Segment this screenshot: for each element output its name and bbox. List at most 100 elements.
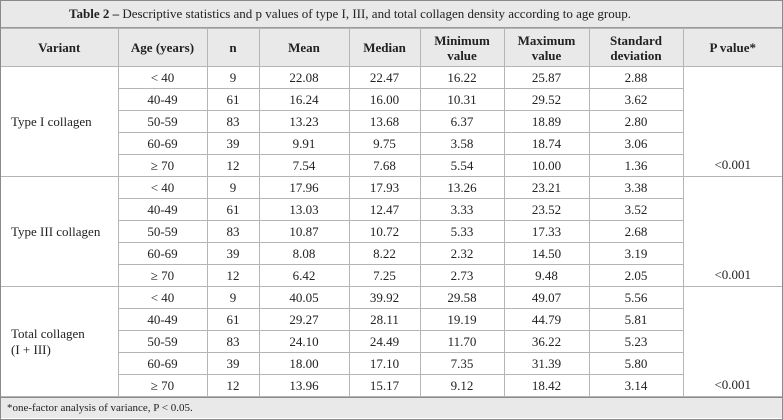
cell-mean: 10.87: [258, 220, 350, 243]
cell-sd: 5.56: [588, 286, 684, 309]
cell-age: 40-49: [118, 308, 208, 331]
cell-age: < 40: [117, 286, 208, 309]
table-footnote: *one-factor analysis of variance, P < 0.…: [1, 397, 782, 418]
header-age: Age (years): [117, 28, 208, 67]
caption-text: Descriptive statistics and p values of t…: [119, 6, 631, 21]
cell-age: 50-59: [118, 220, 208, 243]
table-row: ≥ 70 12 6.42 7.25 2.73 9.48 2.05: [1, 264, 782, 287]
cell-age: 60-69: [118, 132, 208, 155]
cell-max: 10.00: [503, 154, 590, 177]
table-body: Type I collagen < 40 9 22.08 22.47 16.22 25.87…: [1, 66, 782, 397]
cell-min: 6.37: [419, 110, 505, 133]
cell-sd: 3.38: [588, 176, 684, 199]
cell-median: 17.93: [348, 176, 421, 199]
cell-mean: 13.96: [258, 374, 350, 397]
cell-sd: 2.80: [588, 110, 683, 133]
cell-mean: 13.23: [258, 110, 350, 133]
cell-sd: 3.19: [588, 242, 683, 265]
cell-n: 83: [206, 220, 260, 243]
table-row: 50-59 83 13.23 13.68 6.37 18.89 2.80: [1, 110, 782, 133]
variant-cell: Type I collagen: [1, 66, 119, 177]
p-value-cell: <0.001: [682, 176, 782, 287]
cell-min: 9.12: [419, 374, 505, 397]
cell-age: ≥ 70: [118, 154, 208, 177]
cell-mean: 29.27: [258, 308, 350, 331]
cell-median: 28.11: [348, 308, 421, 331]
cell-max: 23.52: [503, 198, 590, 221]
cell-mean: 24.10: [258, 330, 350, 353]
cell-min: 2.32: [419, 242, 505, 265]
cell-sd: 3.06: [588, 132, 683, 155]
cell-n: 61: [206, 88, 260, 111]
table-row: 40-49 61 29.27 28.11 19.19 44.79 5.81: [1, 308, 782, 331]
table-row: Type III collagen < 40 9 17.96 17.93 13.26 23.…: [1, 176, 782, 287]
cell-n: 9: [206, 66, 260, 89]
cell-min: 5.33: [419, 220, 505, 243]
cell-max: 31.39: [503, 352, 590, 375]
cell-sd: 2.88: [588, 66, 684, 89]
cell-n: 9: [206, 286, 260, 309]
cell-sd: 5.80: [588, 352, 683, 375]
cell-min: 5.54: [419, 154, 505, 177]
cell-max: 36.22: [503, 330, 590, 353]
header-variant: Variant: [1, 28, 119, 67]
cell-min: 3.33: [419, 198, 505, 221]
statistics-table: Variant Age (years) n Mean Median Minimu…: [1, 28, 782, 397]
cell-sd: 3.52: [588, 198, 683, 221]
variant-cell: Type III collagen: [1, 176, 119, 287]
variant-label: Type III collagen: [11, 223, 101, 239]
table-row: ≥ 70 12 7.54 7.68 5.54 10.00 1.36: [1, 154, 782, 177]
table-row: ≥ 70 12 13.96 15.17 9.12 18.42 3.14: [1, 374, 782, 397]
cell-n: 83: [206, 330, 260, 353]
cell-n: 83: [206, 110, 260, 133]
cell-age: 50-59: [118, 330, 208, 353]
header-min-line1: Minimum: [434, 32, 490, 48]
header-mean: Mean: [258, 28, 350, 67]
cell-max: 18.89: [503, 110, 590, 133]
cell-n: 39: [206, 352, 260, 375]
cell-max: 9.48: [503, 264, 590, 287]
cell-mean: 8.08: [258, 242, 350, 265]
cell-age: 40-49: [118, 88, 208, 111]
cell-median: 15.17: [348, 374, 421, 397]
header-median: Median: [348, 28, 421, 67]
table-row: 60-69 39 8.08 8.22 2.32 14.50 3.19: [1, 242, 782, 265]
header-sd-line1: Standard: [609, 32, 663, 48]
cell-max: 25.87: [503, 66, 590, 89]
cell-sd: 1.36: [588, 154, 683, 177]
cell-mean: 7.54: [258, 154, 350, 177]
cell-median: 24.49: [348, 330, 421, 353]
cell-sd: 5.23: [588, 330, 683, 353]
cell-age: < 40: [117, 66, 208, 89]
cell-mean: 22.08: [258, 66, 350, 89]
cell-min: 19.19: [419, 308, 505, 331]
cell-age: 60-69: [118, 352, 208, 375]
header-pvalue: P value*: [682, 28, 782, 67]
cell-min: 29.58: [419, 286, 505, 309]
cell-max: 23.21: [503, 176, 590, 199]
cell-max: 14.50: [503, 242, 590, 265]
cell-n: 12: [206, 374, 260, 397]
cell-sd: 3.14: [588, 374, 683, 397]
cell-age: < 40: [117, 176, 208, 199]
variant-label-line2: (I + III): [11, 341, 51, 357]
cell-mean: 13.03: [258, 198, 350, 221]
cell-median: 8.22: [348, 242, 421, 265]
cell-median: 13.68: [348, 110, 421, 133]
cell-max: 18.42: [503, 374, 590, 397]
cell-median: 12.47: [348, 198, 421, 221]
cell-max: 29.52: [503, 88, 590, 111]
cell-median: 7.25: [348, 264, 421, 287]
cell-age: 60-69: [118, 242, 208, 265]
cell-sd: 3.62: [588, 88, 683, 111]
cell-max: 49.07: [503, 286, 590, 309]
variant-cell: Total collagen (I + III): [1, 286, 119, 397]
cell-n: 61: [206, 308, 260, 331]
cell-age: ≥ 70: [118, 374, 208, 397]
cell-median: 7.68: [348, 154, 421, 177]
cell-age: ≥ 70: [118, 264, 208, 287]
header-max-line1: Maximum: [517, 32, 576, 48]
cell-n: 12: [206, 154, 260, 177]
cell-mean: 17.96: [258, 176, 350, 199]
cell-max: 44.79: [503, 308, 590, 331]
